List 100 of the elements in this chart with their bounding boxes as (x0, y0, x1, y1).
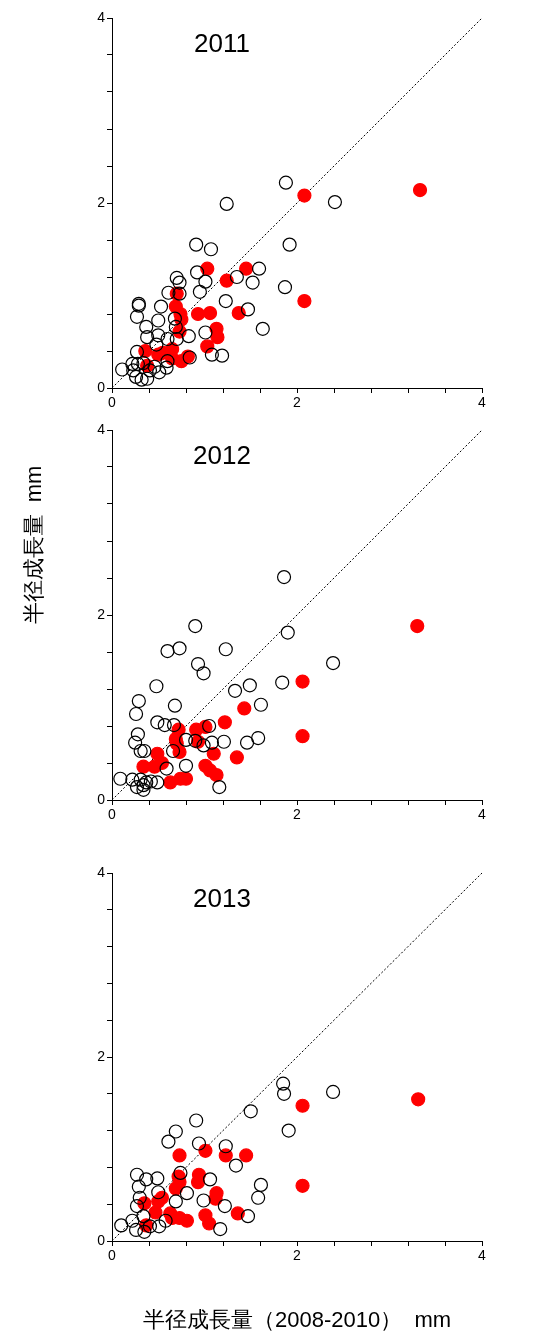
point (196, 1193, 211, 1208)
point (129, 1198, 145, 1214)
point (229, 269, 244, 285)
point (133, 772, 148, 787)
point (150, 1171, 165, 1186)
point (152, 1219, 167, 1234)
point (169, 331, 184, 347)
point (173, 1165, 188, 1181)
point (137, 743, 152, 759)
point (167, 311, 182, 326)
point (196, 666, 211, 681)
point (132, 1190, 147, 1205)
point (128, 706, 144, 722)
point (253, 697, 269, 712)
point (133, 743, 148, 759)
y-tick-label: 2 (97, 605, 106, 622)
point (412, 182, 428, 198)
point (159, 761, 174, 776)
point (148, 1205, 163, 1220)
point (192, 284, 207, 299)
y-tick-label: 2 (97, 1047, 106, 1064)
point (189, 1113, 204, 1128)
point (115, 362, 130, 377)
x-tick-label: 2 (293, 806, 302, 823)
point (190, 265, 205, 280)
point (152, 365, 167, 380)
y-axis-title: 半径成長量 mm (21, 465, 47, 625)
point (227, 683, 243, 698)
point (165, 743, 181, 759)
point (179, 1186, 195, 1201)
point (229, 750, 244, 765)
point (198, 1143, 213, 1158)
point (237, 701, 252, 716)
point (251, 261, 267, 276)
point (325, 656, 341, 671)
point (129, 344, 145, 360)
y-tick-label: 0 (97, 1231, 106, 1248)
point (158, 1213, 173, 1228)
point (151, 328, 166, 343)
point (204, 735, 219, 750)
point (172, 641, 187, 656)
point (168, 1181, 183, 1196)
point (147, 359, 162, 374)
point (251, 730, 266, 746)
point (218, 642, 233, 657)
point (217, 715, 232, 730)
point (245, 275, 260, 290)
point (134, 372, 149, 387)
point (219, 273, 234, 288)
point (204, 347, 219, 362)
point (160, 331, 175, 347)
x-tick-label: 0 (108, 806, 117, 823)
y-tick-label: 4 (97, 863, 106, 880)
point (295, 674, 310, 689)
chart-title: 2013 (193, 883, 251, 914)
point (136, 782, 151, 797)
point (125, 356, 140, 372)
point (253, 1177, 269, 1192)
point (239, 735, 255, 750)
point (277, 280, 293, 295)
point (255, 321, 270, 336)
point (179, 1213, 195, 1228)
point (281, 1123, 296, 1138)
point (202, 1216, 217, 1231)
point (125, 772, 140, 787)
point (202, 305, 218, 321)
point (276, 569, 292, 585)
point (276, 1076, 291, 1091)
point (172, 275, 187, 290)
point (149, 337, 164, 352)
point (214, 348, 230, 363)
chart-title: 2011 (194, 28, 250, 59)
point (230, 1206, 245, 1221)
point (131, 693, 146, 709)
point (166, 717, 182, 733)
point (142, 363, 158, 378)
x-tick-label: 2 (293, 394, 302, 411)
point (239, 261, 254, 276)
point (167, 698, 182, 713)
point (218, 1139, 233, 1154)
point (217, 1198, 232, 1214)
point (210, 330, 225, 345)
point (228, 1158, 244, 1173)
point (161, 1134, 176, 1149)
point (128, 1222, 144, 1238)
point (136, 355, 151, 371)
point (168, 1124, 183, 1139)
point (150, 775, 165, 790)
x-tick-label: 4 (478, 394, 487, 411)
point (219, 196, 234, 212)
x-tick-label: 0 (108, 394, 117, 411)
point (242, 678, 257, 693)
point (139, 319, 154, 335)
point (129, 1167, 145, 1182)
point (202, 1172, 218, 1187)
point (140, 330, 155, 345)
point (198, 325, 213, 340)
point (178, 758, 194, 773)
point (190, 656, 206, 672)
point (149, 679, 164, 694)
